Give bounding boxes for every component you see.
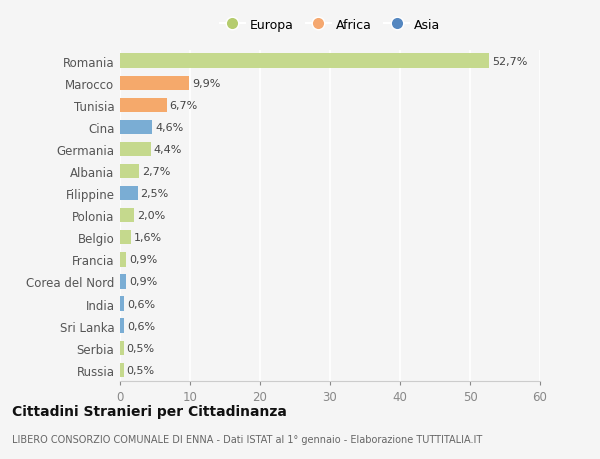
Text: 6,7%: 6,7%	[170, 101, 198, 111]
Bar	[120, 54, 489, 69]
Legend: Europa, Africa, Asia: Europa, Africa, Asia	[215, 14, 445, 37]
Text: 9,9%: 9,9%	[192, 78, 220, 89]
Text: Cittadini Stranieri per Cittadinanza: Cittadini Stranieri per Cittadinanza	[12, 404, 287, 418]
Text: 4,6%: 4,6%	[155, 123, 183, 133]
Text: 0,6%: 0,6%	[127, 321, 155, 331]
Bar	[120, 98, 167, 113]
Text: 2,5%: 2,5%	[140, 189, 169, 199]
Bar	[120, 208, 134, 223]
Bar	[120, 274, 127, 289]
Bar	[120, 319, 124, 333]
Text: 0,9%: 0,9%	[129, 255, 157, 265]
Text: 0,5%: 0,5%	[127, 343, 154, 353]
Bar	[120, 230, 131, 245]
Bar	[120, 76, 190, 91]
Bar	[120, 142, 151, 157]
Text: 2,7%: 2,7%	[142, 167, 170, 177]
Text: 52,7%: 52,7%	[492, 56, 527, 67]
Bar	[120, 164, 139, 179]
Bar	[120, 120, 152, 135]
Text: 0,6%: 0,6%	[127, 299, 155, 309]
Text: 2,0%: 2,0%	[137, 211, 165, 221]
Bar	[120, 297, 124, 311]
Bar	[120, 252, 127, 267]
Text: 4,4%: 4,4%	[154, 145, 182, 155]
Text: LIBERO CONSORZIO COMUNALE DI ENNA - Dati ISTAT al 1° gennaio - Elaborazione TUTT: LIBERO CONSORZIO COMUNALE DI ENNA - Dati…	[12, 434, 482, 444]
Bar	[120, 186, 137, 201]
Text: 0,9%: 0,9%	[129, 277, 157, 287]
Bar	[120, 363, 124, 377]
Text: 1,6%: 1,6%	[134, 233, 162, 243]
Bar	[120, 341, 124, 355]
Text: 0,5%: 0,5%	[127, 365, 154, 375]
